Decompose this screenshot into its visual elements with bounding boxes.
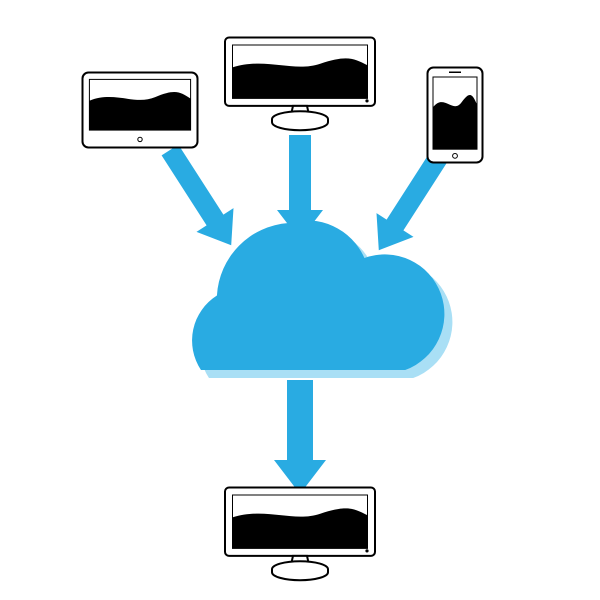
tablet-device — [83, 73, 198, 148]
monitor-device — [225, 38, 375, 131]
phone-device — [428, 68, 483, 163]
arrow-left — [162, 145, 234, 246]
monitor-device — [225, 488, 375, 581]
arrow-right — [377, 150, 449, 251]
arrow-down — [274, 380, 326, 494]
